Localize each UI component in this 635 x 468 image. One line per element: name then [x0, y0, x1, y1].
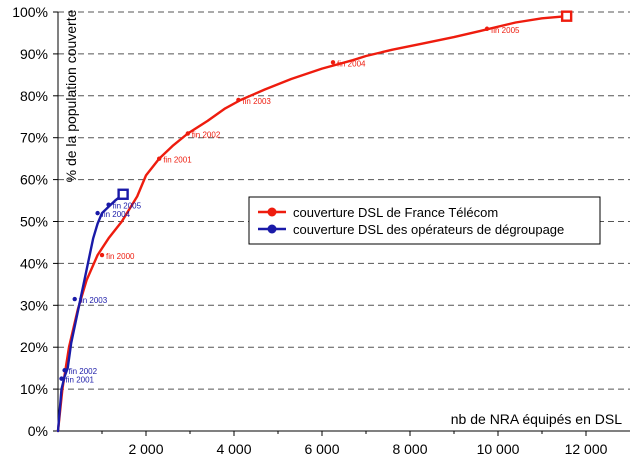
- y-tick-label: 50%: [20, 214, 48, 230]
- series-line-0: [56, 15, 568, 433]
- data-point-1: [95, 210, 100, 216]
- legend-box: [248, 196, 601, 245]
- annotation-label: fin 2002: [69, 367, 98, 376]
- series-layer: [56, 15, 568, 433]
- y-tick-label: 10%: [20, 381, 48, 397]
- annotation-label: fin 2002: [192, 131, 221, 140]
- legend-items: couverture DSL de France Télécom couvertu…: [258, 205, 564, 237]
- annotation-label: fin 2005: [491, 26, 520, 35]
- annotation-label: fin 2004: [337, 59, 366, 68]
- data-point-0: [236, 97, 241, 103]
- data-point-0: [157, 156, 162, 161]
- end-marker-1: [117, 188, 129, 200]
- data-point-0: [99, 252, 105, 258]
- data-point-1: [59, 376, 64, 381]
- legend-swatch-dot-1: [267, 224, 277, 234]
- annotation-label: fin 2004: [102, 210, 131, 219]
- y-tick-label: 40%: [20, 255, 48, 271]
- x-tick-label: 2 000: [128, 441, 163, 457]
- annotation-label: fin 2000: [106, 252, 135, 261]
- x-tick-label: 6 000: [304, 441, 339, 457]
- annotation-label: fin 2003: [79, 296, 108, 305]
- y-tick-label: 30%: [20, 297, 48, 313]
- end-marker-0: [560, 10, 573, 22]
- data-point-0: [484, 26, 490, 31]
- x-tick-label: 10 000: [477, 441, 520, 457]
- y-tick-label: 70%: [20, 130, 48, 146]
- x-tick-label: 4 000: [216, 441, 251, 457]
- legend-swatch-dot-0: [267, 207, 277, 217]
- legend-label-1: couverture DSL des opérateurs de dégroup…: [293, 222, 564, 237]
- y-tick-label: 20%: [20, 339, 48, 355]
- x-tick-label: 8 000: [392, 441, 427, 457]
- legend-label-0: couverture DSL de France Télécom: [293, 205, 498, 220]
- y-tick-label: 100%: [12, 4, 48, 20]
- data-point-1: [106, 202, 111, 207]
- series-line-1: [56, 193, 125, 433]
- y-tick-label: 60%: [20, 172, 48, 188]
- y-axis-label: % de la population couverte: [63, 9, 79, 182]
- y-tick-label: 90%: [20, 46, 48, 62]
- legend: couverture DSL de France Télécom couvertu…: [248, 196, 601, 245]
- data-point-1: [62, 368, 67, 373]
- annotation-label: fin 2005: [113, 202, 142, 211]
- marker-layer: [59, 10, 573, 381]
- axis-layer: 0% 10% 20% 30% 40% 50% 60% 70% 80% 90% 100% 2 000 4 …: [12, 4, 630, 457]
- data-point-0: [185, 131, 190, 136]
- data-point-0: [330, 60, 336, 65]
- annotation-label: fin 2001: [66, 376, 95, 385]
- data-point-1: [72, 296, 77, 302]
- annotation-label: fin 2003: [242, 97, 271, 106]
- y-tick-label: 0%: [28, 423, 48, 439]
- x-tick-label: 12 000: [565, 441, 608, 457]
- x-axis-label: nb de NRA équipés en DSL: [451, 411, 622, 427]
- y-tick-label: 80%: [20, 88, 48, 104]
- annotation-label: fin 2001: [163, 156, 192, 165]
